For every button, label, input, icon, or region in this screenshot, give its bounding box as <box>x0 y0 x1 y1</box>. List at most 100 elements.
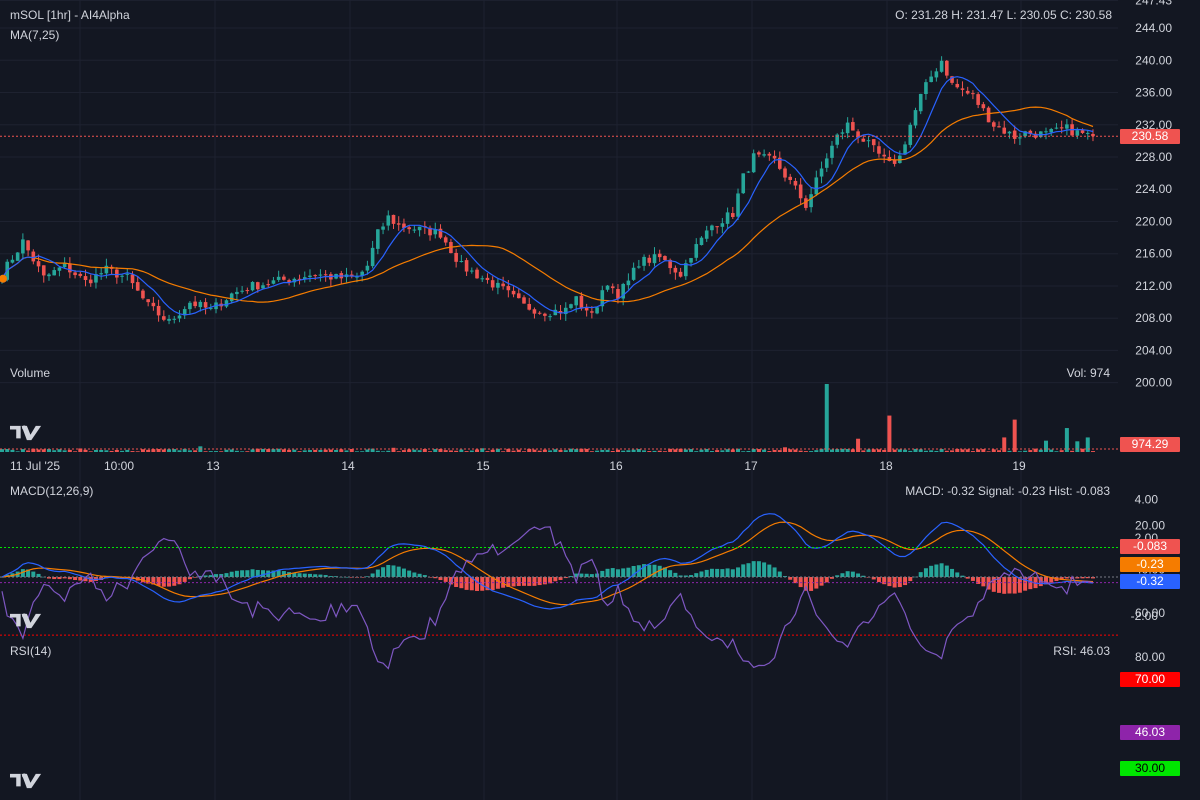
volume-bar <box>360 451 365 452</box>
volume-bar <box>422 449 427 452</box>
macd-histogram-bar <box>73 577 78 581</box>
candle-body <box>668 259 672 269</box>
time-axis-tick: 15 <box>476 459 490 473</box>
candle-body <box>600 290 605 307</box>
volume-bar <box>991 449 996 452</box>
candle-body <box>824 158 829 168</box>
macd-histogram-bar <box>318 574 323 577</box>
macd-histogram-bar <box>798 577 803 588</box>
macd-histogram-bar <box>574 573 579 577</box>
macd-histogram-bar <box>292 572 297 577</box>
macd-histogram-bar <box>991 577 996 592</box>
macd-histogram-bar <box>198 575 203 577</box>
macd-histogram-bar <box>793 577 798 584</box>
volume-bar <box>417 450 422 452</box>
candle-body <box>245 290 250 292</box>
time-axis-tick: 17 <box>744 459 758 473</box>
volume-bar <box>386 450 391 452</box>
macd-histogram-bar <box>313 574 318 577</box>
macd-axis-tick: -2.00 <box>1131 609 1159 623</box>
volume-bar <box>151 449 156 452</box>
volume-bar <box>939 449 944 452</box>
volume-bar <box>187 450 192 452</box>
macd-histogram-bar <box>31 571 36 577</box>
volume-bar <box>396 451 401 452</box>
candle-body <box>36 261 41 267</box>
macd-histogram-bar <box>730 569 735 577</box>
macd-histogram-bar <box>172 577 177 586</box>
macd-histogram-bar <box>788 577 793 580</box>
volume-bar <box>208 451 213 452</box>
rsi-overbought-tag: 70.00 <box>1120 672 1180 687</box>
candle-body <box>579 295 584 309</box>
volume-bar <box>772 449 777 452</box>
macd-histogram-bar <box>250 569 255 577</box>
volume-bar <box>1012 419 1017 452</box>
candle-body <box>715 226 719 228</box>
volume-bar <box>981 449 986 452</box>
candle-body <box>62 262 67 268</box>
volume-bar <box>454 450 459 452</box>
volume-bar <box>783 447 787 452</box>
volume-bar <box>986 451 991 452</box>
volume-bar <box>579 448 584 452</box>
volume-bar <box>302 450 307 452</box>
price-axis-tick: 216.00 <box>1135 247 1172 261</box>
macd-histogram-bar <box>689 575 694 577</box>
volume-bar <box>704 448 709 452</box>
macd-histogram-bar <box>642 564 647 577</box>
candle-body <box>574 296 578 306</box>
volume-bar <box>167 449 172 452</box>
candle-body <box>929 76 933 83</box>
volume-label[interactable]: Volume <box>10 366 51 380</box>
macd-histogram-bar <box>146 577 151 584</box>
candle-body <box>47 274 51 277</box>
volume-bar <box>448 450 453 452</box>
volume-bar <box>1054 451 1059 452</box>
volume-bar <box>464 451 469 452</box>
macd-histogram-bar <box>240 570 245 577</box>
volume-bar <box>495 448 500 452</box>
candle-body <box>913 110 918 126</box>
candle-body <box>772 155 777 159</box>
macd-histogram-bar <box>777 571 782 577</box>
candle-body <box>882 154 886 157</box>
macd-histogram-bar <box>161 577 166 587</box>
volume-bar <box>140 449 145 452</box>
macd-histogram-bar <box>511 577 516 587</box>
candle-body <box>558 311 563 314</box>
volume-bar <box>0 449 4 452</box>
macd-histogram-bar <box>715 568 720 577</box>
candle-body <box>736 193 740 217</box>
candle-body <box>99 273 103 275</box>
macd-histogram-bar <box>438 577 443 581</box>
macd-histogram-bar <box>1012 577 1017 594</box>
macd-histogram-bar <box>454 577 459 588</box>
rsi-indicator-label[interactable]: RSI(14) <box>10 644 52 658</box>
macd-histogram-bar <box>997 577 1002 593</box>
volume-bar <box>950 450 955 452</box>
macd-histogram-bar <box>762 562 767 577</box>
macd-histogram-bar <box>177 577 182 585</box>
candle-body <box>553 309 558 316</box>
volume-bar <box>255 448 260 452</box>
macd-histogram-bar <box>897 577 902 588</box>
macd-signal-tag: -0.23 <box>1120 557 1180 572</box>
volume-bar <box>459 449 464 452</box>
ma-indicator-label[interactable]: MA(7,25) <box>10 28 60 42</box>
macd-histogram-bar <box>1085 577 1090 579</box>
macd-histogram-bar <box>167 577 172 587</box>
candle-body <box>235 291 239 295</box>
volume-bar <box>52 450 57 452</box>
volume-bar <box>99 450 104 452</box>
volume-bar <box>433 449 438 452</box>
candle-body <box>699 237 704 246</box>
volume-bar <box>741 451 746 452</box>
macd-indicator-label[interactable]: MACD(12,26,9) <box>10 484 94 498</box>
volume-bar <box>970 451 975 452</box>
macd-axis-tick: 4.00 <box>1135 492 1159 506</box>
candle-body <box>725 212 730 224</box>
candle-body <box>1054 127 1059 129</box>
candle-body <box>877 146 881 154</box>
